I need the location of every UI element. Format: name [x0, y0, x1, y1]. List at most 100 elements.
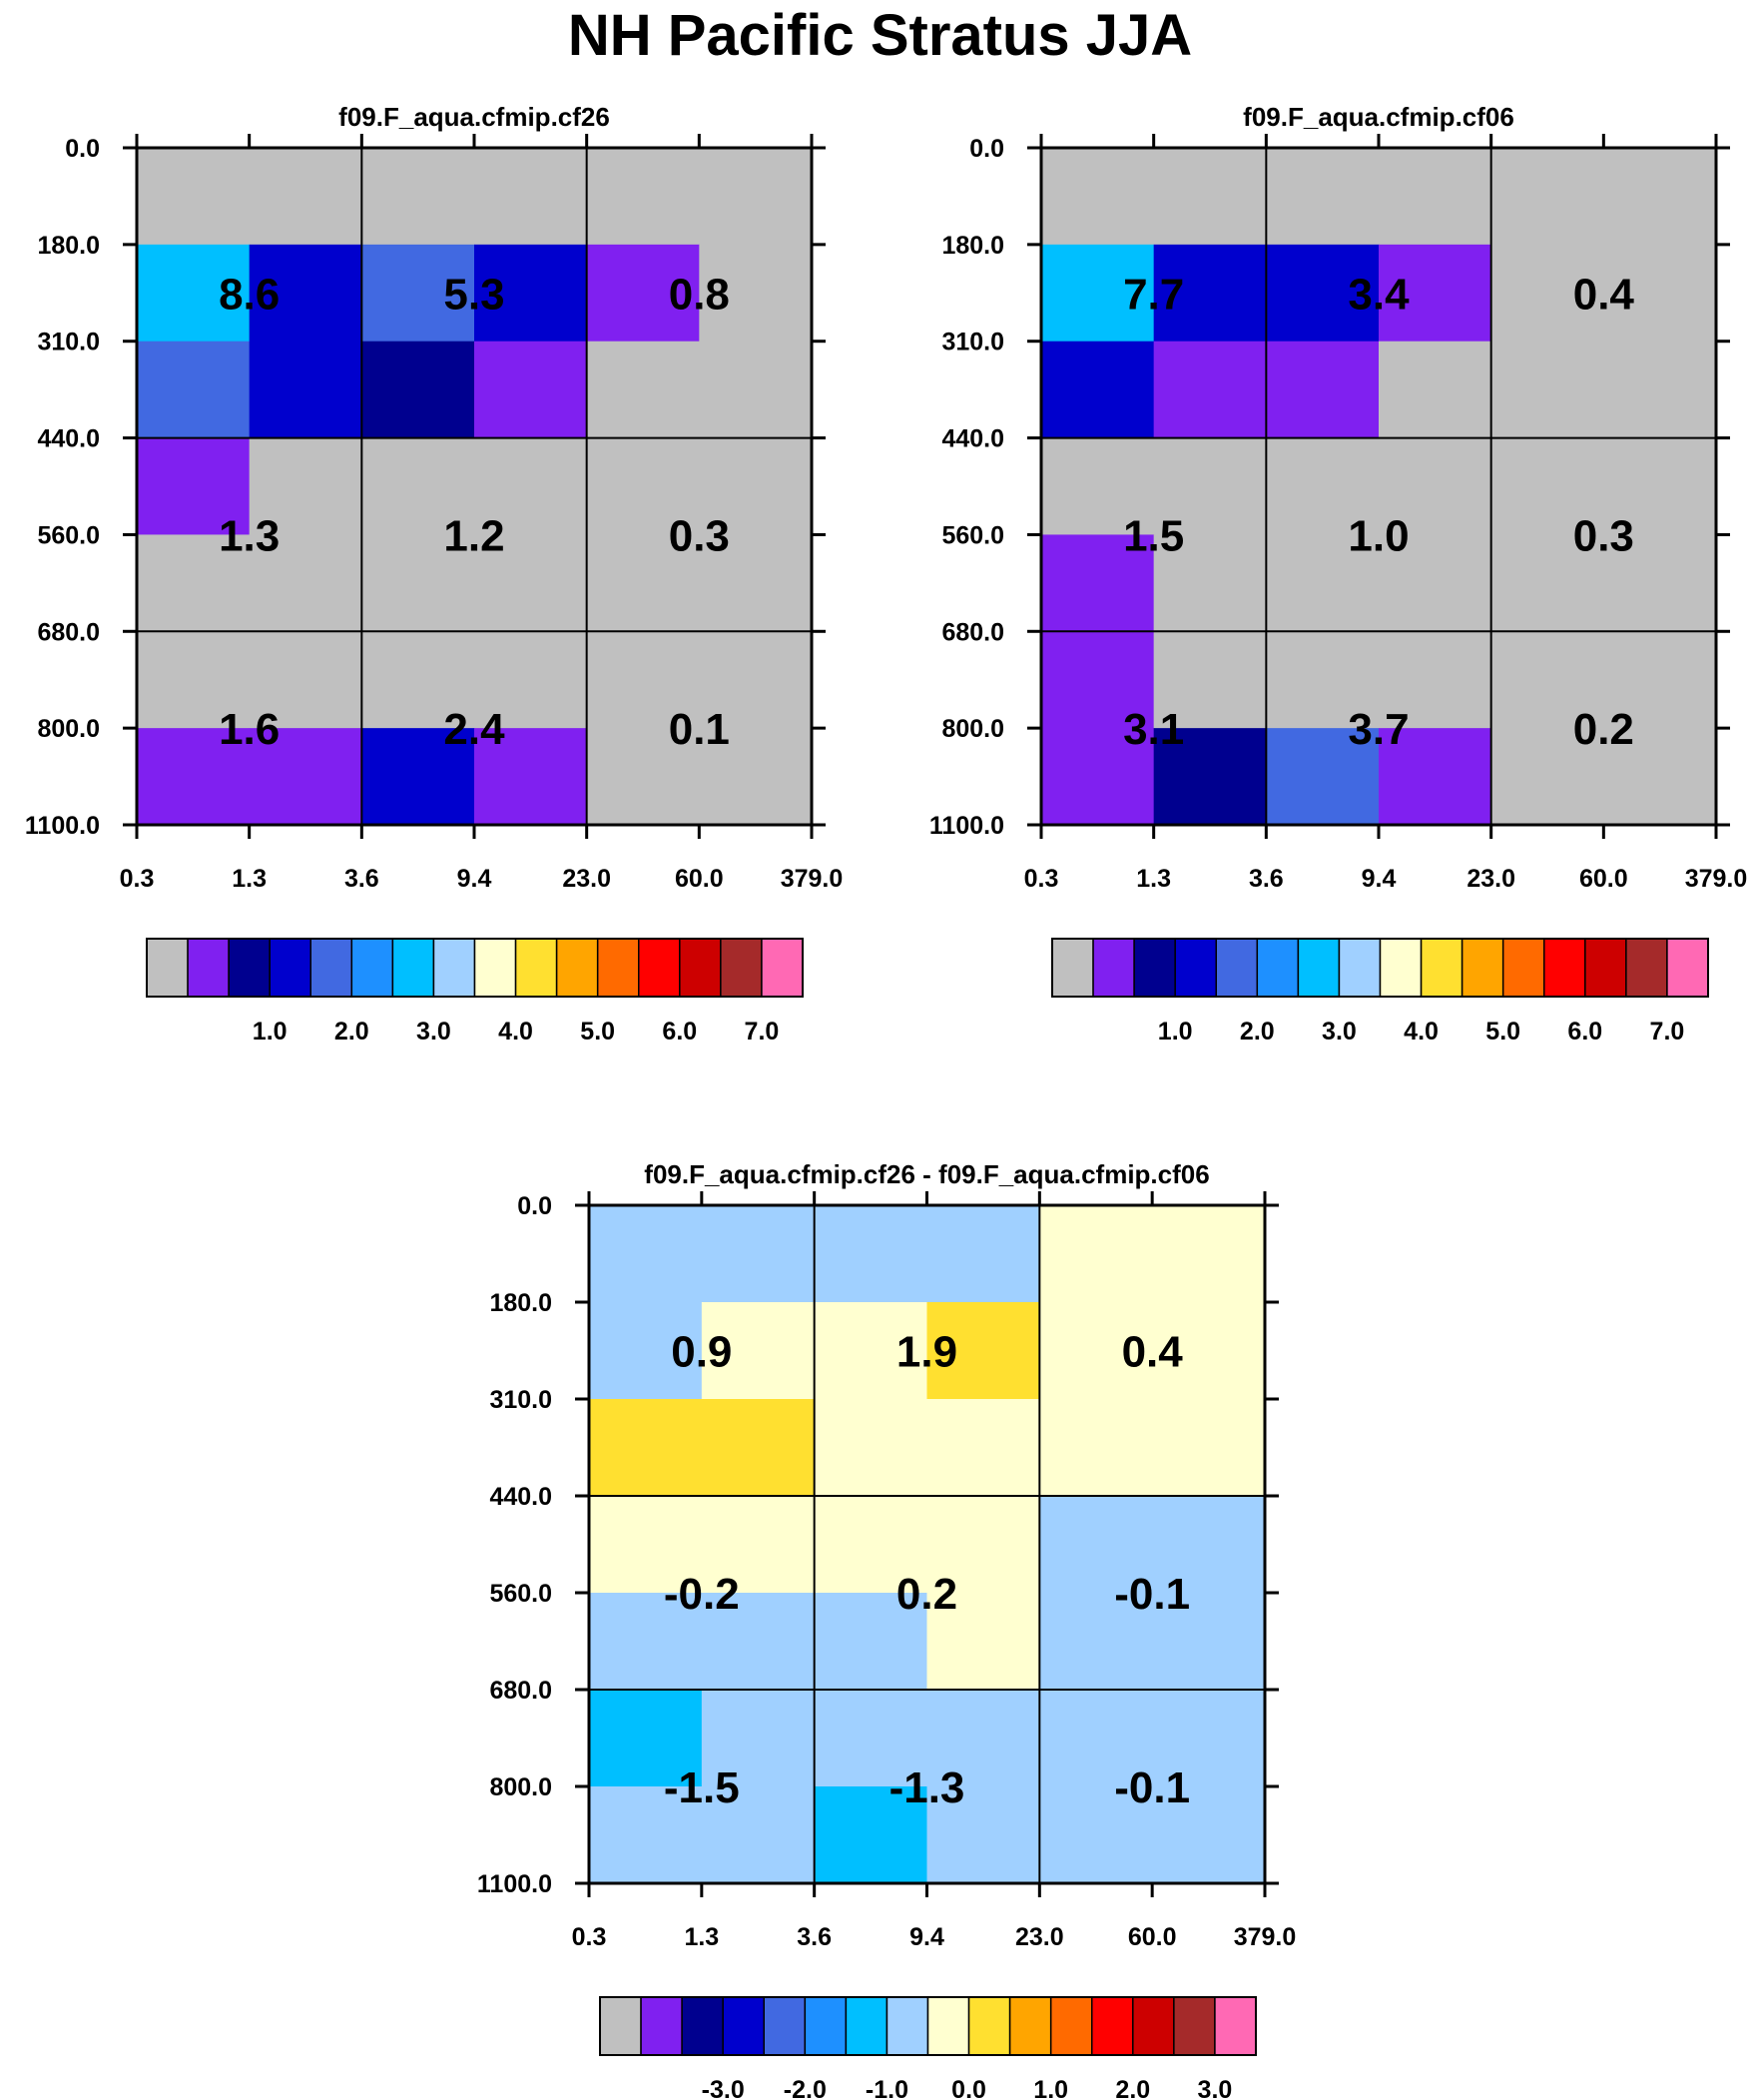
heatmap-cell — [926, 1496, 1040, 1594]
heatmap-cell — [1490, 148, 1604, 246]
block-value-label: 0.9 — [671, 1328, 732, 1377]
colorbar-swatch — [391, 938, 435, 998]
y-tick-label: 0.0 — [517, 1192, 552, 1220]
colorbar-swatch — [146, 938, 189, 998]
heatmap-cell — [1490, 437, 1604, 536]
colorbar-swatch — [1256, 938, 1300, 998]
heatmap-cell — [1039, 1593, 1153, 1691]
y-tick-label: 440.0 — [37, 425, 100, 453]
heatmap-cell — [249, 341, 362, 439]
heatmap-cell — [474, 341, 588, 439]
heatmap-cell — [1603, 534, 1717, 632]
colorbar-swatch — [1297, 938, 1341, 998]
colorbar-swatch — [722, 1996, 765, 2056]
heatmap-cell — [137, 244, 251, 343]
heatmap-cell — [249, 631, 362, 729]
heatmap-cell — [814, 1399, 928, 1497]
heatmap-cell — [589, 1786, 703, 1884]
colorbar-swatch — [432, 938, 476, 998]
heatmap-cell — [1152, 1690, 1266, 1787]
heatmap-cell — [1603, 437, 1717, 536]
heatmap-cell — [474, 631, 588, 729]
block-value-label: 0.1 — [669, 705, 730, 754]
heatmap-cell — [249, 728, 362, 826]
colorbar-tick-label: 6.0 — [1567, 1018, 1602, 1046]
heatmap-cell — [474, 534, 588, 632]
heatmap-cell — [1039, 1205, 1153, 1303]
heatmap-cell — [586, 728, 700, 826]
heatmap-cell — [1152, 1399, 1266, 1497]
heatmap-cell — [1039, 1786, 1153, 1884]
panel-cf06: f09.F_aqua.cfmip.cf06 7.7 3.4 0.4 1.5 1.0 0.3 3… — [929, 102, 1747, 1046]
heatmap-cell — [586, 534, 700, 632]
colorbar-swatch — [845, 1996, 888, 2056]
block-value-label: 0.3 — [1573, 511, 1634, 560]
colorbar-swatch — [1174, 938, 1217, 998]
heatmap-cell — [1490, 728, 1604, 826]
heatmap-cell — [699, 341, 813, 439]
x-tick-label: 3.6 — [1249, 865, 1284, 893]
heatmap-cell — [926, 1205, 1040, 1303]
colorbar-tick-label: 4.0 — [1404, 1018, 1439, 1046]
block-value-label: 1.5 — [1123, 511, 1184, 560]
heatmap-cell — [1039, 1690, 1153, 1787]
colorbar-swatch — [187, 938, 230, 998]
heatmap-cell — [474, 148, 588, 246]
heatmap-cell — [1379, 534, 1492, 632]
block-value-label: 8.6 — [219, 270, 280, 319]
colorbar-swatch — [1379, 938, 1423, 998]
heatmap-cell — [1153, 244, 1267, 343]
heatmap-cell — [701, 1205, 816, 1303]
heatmap-cell — [1041, 148, 1155, 246]
heatmap-cell — [699, 437, 813, 536]
y-tick-label: 180.0 — [941, 232, 1004, 260]
heatmap-cell — [586, 148, 700, 246]
block-value-label: 5.3 — [443, 270, 504, 319]
colorbar-swatch — [638, 938, 681, 998]
colorbar-swatch — [1132, 1996, 1175, 2056]
colorbar-swatch — [1625, 938, 1668, 998]
heatmap-cell — [589, 1205, 703, 1303]
colorbar-swatch — [1091, 1996, 1134, 2056]
y-tick-label: 560.0 — [37, 521, 100, 549]
x-tick-label: 1.3 — [684, 1923, 719, 1951]
block-value-label: 0.8 — [669, 270, 730, 319]
x-tick-label: 23.0 — [562, 865, 611, 893]
block-value-label: 7.7 — [1123, 270, 1184, 319]
block-value-label: -0.2 — [664, 1570, 740, 1619]
heatmap-cell — [1153, 631, 1267, 729]
heatmap-cell — [1603, 148, 1717, 246]
colorbar-swatch — [1215, 938, 1259, 998]
colorbar-swatch — [1214, 1996, 1257, 2056]
colorbar-tick-label: 3.0 — [416, 1018, 451, 1046]
y-tick-label: 440.0 — [489, 1483, 552, 1511]
colorbar-swatch — [1133, 938, 1176, 998]
heatmap-cell — [1039, 1302, 1153, 1400]
x-tick-label: 379.0 — [1685, 865, 1748, 893]
heatmap-cell — [1041, 631, 1155, 729]
heatmap-cell — [699, 631, 813, 729]
heatmap-cell — [137, 534, 251, 632]
heatmap-cell — [1153, 341, 1267, 439]
heatmap-cell — [589, 1690, 703, 1787]
heatmap-cell — [1490, 244, 1604, 343]
heatmap-cell — [1490, 631, 1604, 729]
heatmap-cell — [926, 1399, 1040, 1497]
y-tick-label: 0.0 — [65, 135, 100, 163]
heatmap-cell — [701, 1786, 816, 1884]
heatmap-cell — [701, 1302, 816, 1400]
heatmap-cell — [1266, 244, 1380, 343]
heatmap-cell — [589, 1593, 703, 1691]
colorbar-tick-label: -1.0 — [866, 2076, 908, 2100]
block-value-label: -1.3 — [889, 1763, 965, 1812]
heatmap-cell — [814, 1496, 928, 1594]
y-tick-label: 440.0 — [941, 425, 1004, 453]
colorbar-swatch — [1173, 1996, 1216, 2056]
heatmap-cell — [1152, 1786, 1266, 1884]
x-tick-label: 0.3 — [572, 1923, 607, 1951]
colorbar-swatch — [681, 1996, 724, 2056]
x-tick-label: 3.6 — [344, 865, 379, 893]
colorbar-swatch — [228, 938, 271, 998]
heatmap-cell — [586, 631, 700, 729]
